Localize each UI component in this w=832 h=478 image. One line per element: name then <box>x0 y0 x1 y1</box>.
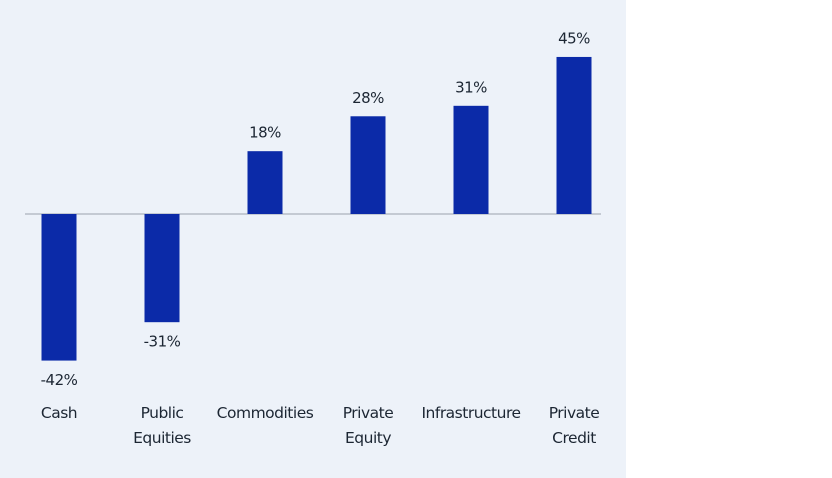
chart-panel <box>0 0 626 478</box>
value-label: -31% <box>144 333 181 351</box>
bar <box>247 151 283 214</box>
value-label: -42% <box>41 371 78 389</box>
value-label: 18% <box>249 124 281 142</box>
chart: -42% -31% 18% 28% 31% 45% <box>25 29 601 389</box>
value-label: 45% <box>558 29 590 47</box>
x-tick-label: Public Equities <box>133 404 191 447</box>
bar <box>144 214 180 323</box>
x-tick-label: Infrastructure <box>421 404 521 422</box>
x-tick-label: Commodities <box>216 404 314 422</box>
x-tick-label: Private Credit <box>548 404 600 447</box>
bar <box>453 105 489 214</box>
bar <box>41 214 77 361</box>
value-label: 28% <box>352 89 384 107</box>
value-label: 31% <box>455 78 487 96</box>
x-tick-label: Private Equity <box>342 404 394 447</box>
x-tick-label: Cash <box>40 404 78 422</box>
bar <box>350 116 386 214</box>
bar <box>556 56 592 215</box>
